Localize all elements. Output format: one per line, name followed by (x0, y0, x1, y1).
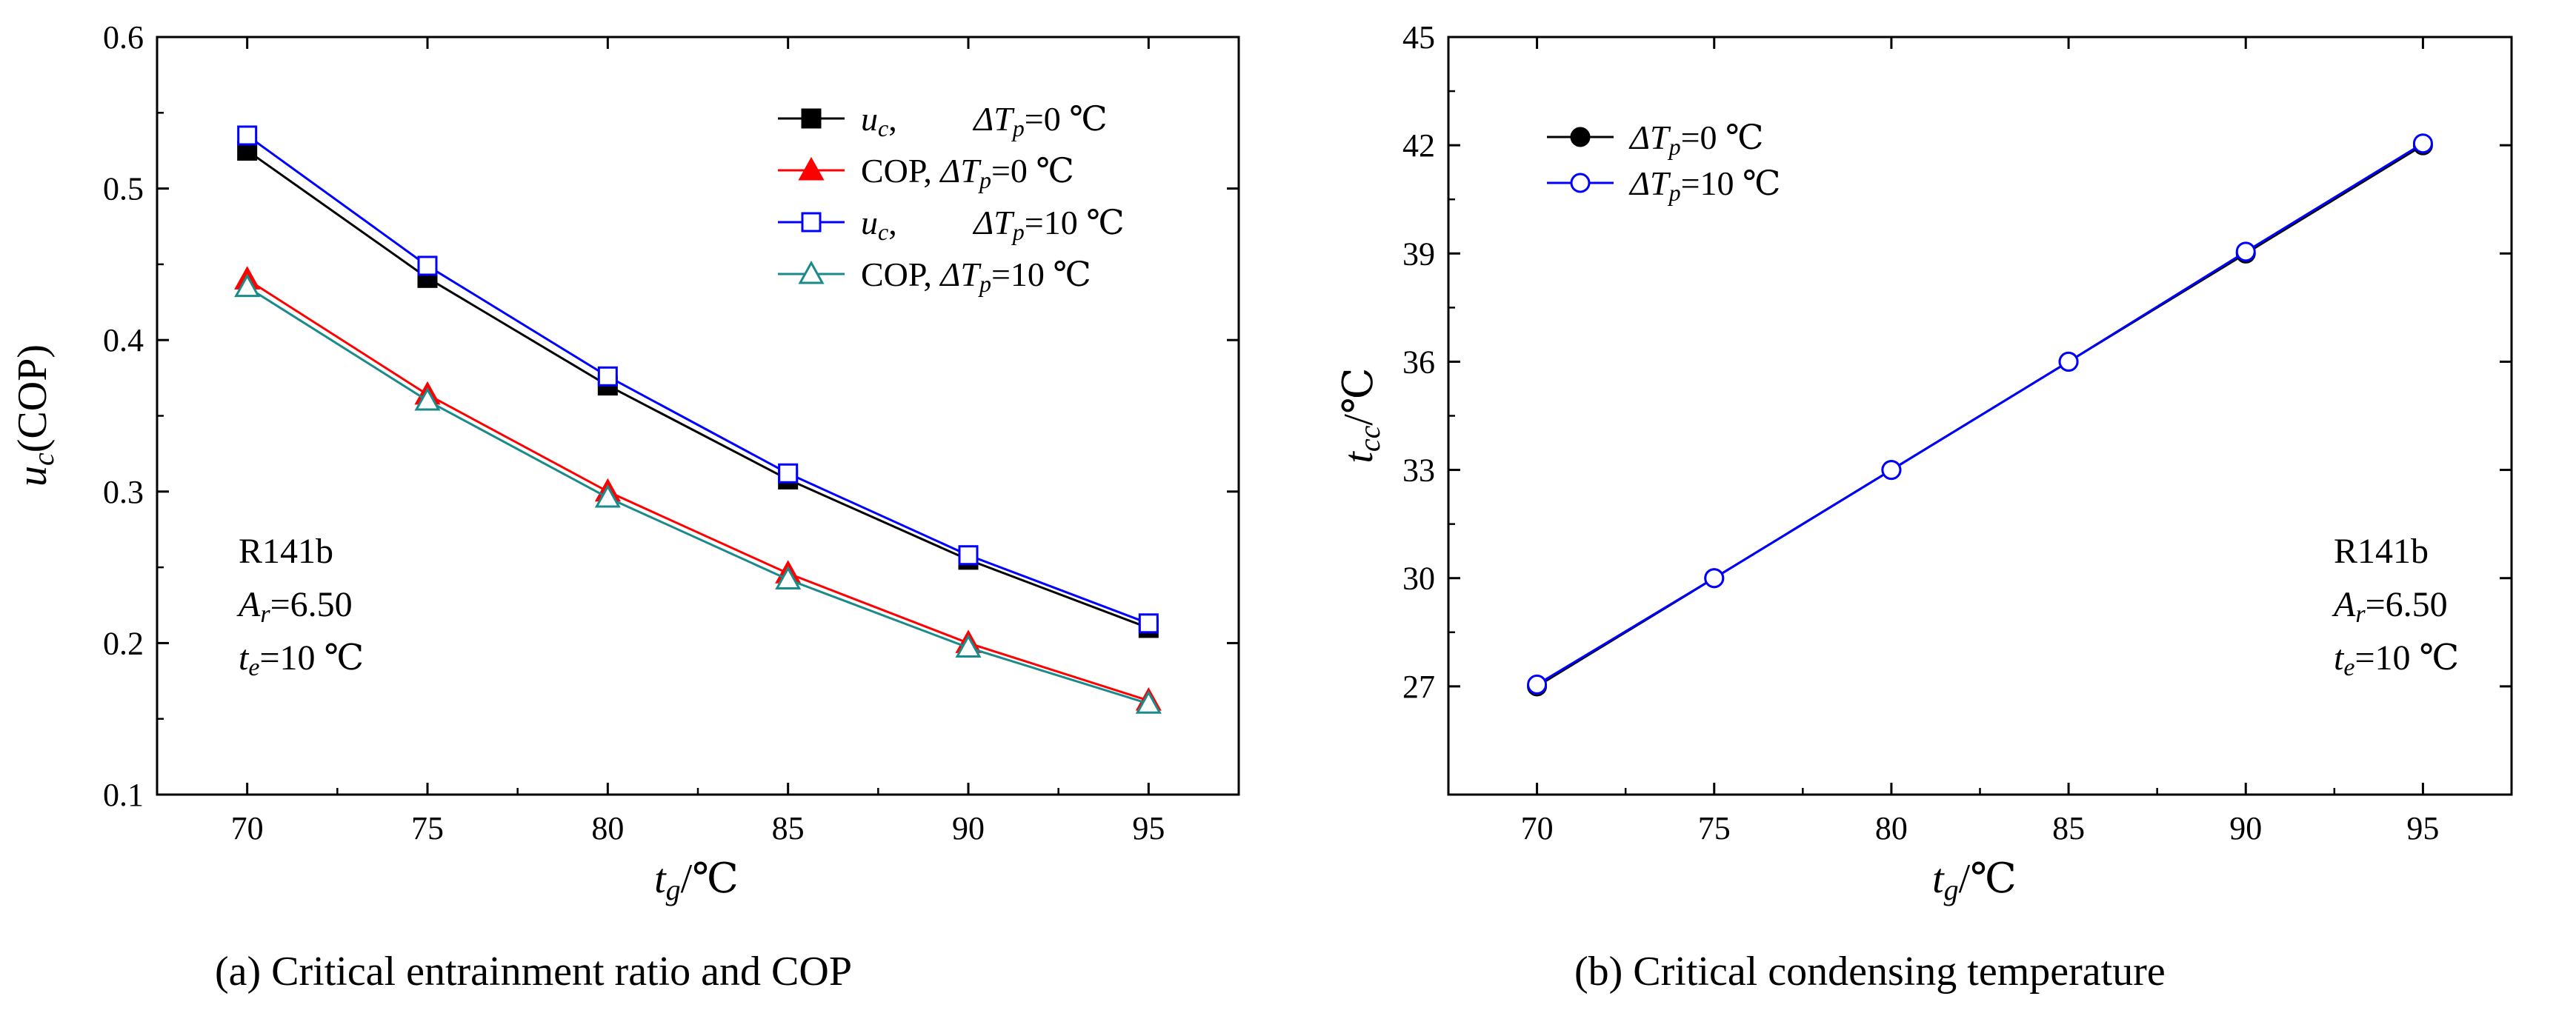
x-tick-label: 95 (2406, 810, 2439, 846)
x-tick-label: 70 (1521, 810, 1554, 846)
annotation-refrigerant: R141b (2334, 532, 2429, 571)
annotation: R141b Ar=6.50 te=10 ℃ (2332, 532, 2459, 681)
data-point (1881, 460, 1902, 481)
data-point (958, 545, 979, 566)
legend-label: uc, ΔTp=10 ℃ (861, 204, 1125, 245)
legend-marker (1570, 127, 1591, 147)
x-tick-label: 80 (1875, 810, 1908, 846)
data-point (237, 125, 258, 146)
y-tick-label: 45 (1402, 19, 1435, 56)
annotation-refrigerant: R141b (239, 532, 333, 571)
annotation-area-ratio: Ar=6.50 (2332, 585, 2448, 628)
y-tick-label: 33 (1402, 452, 1435, 489)
x-tick-label: 75 (1698, 810, 1731, 846)
series-line (1536, 142, 2424, 686)
annotation-evap-temp: te=10 ℃ (2334, 638, 2459, 681)
data-point (597, 366, 618, 387)
chart-panel-b: 70 75 80 85 90 95 27 30 33 36 39 42 45 ΔTp=0 ℃ΔTp=10 … (1336, 19, 2513, 995)
data-point (778, 463, 799, 484)
chart-panel-a: 70 75 80 85 90 95 0.1 0.2 0.3 0.4 0.5 0.6 uc, ΔTp=0 … (10, 19, 1240, 995)
x-tick-label: 90 (2229, 810, 2262, 846)
series-line (246, 278, 1149, 702)
legend-marker (801, 108, 822, 129)
y-tick-label: 30 (1402, 561, 1435, 597)
legend-label: COP, ΔTp=0 ℃ (861, 152, 1074, 193)
y-tick-label: 36 (1402, 344, 1435, 380)
y-tick-label: 0.5 (103, 171, 144, 207)
x-tick-label: 90 (952, 810, 985, 846)
series-2 (1527, 133, 2433, 695)
data-point (1138, 613, 1159, 634)
figure-caption: (b) Critical condensing temperature (1574, 949, 2166, 995)
legend-marker (798, 260, 825, 284)
annotation: R141b Ar=6.50 te=10 ℃ (236, 532, 364, 681)
data-point (1135, 690, 1162, 714)
annotation-evap-temp: te=10 ℃ (239, 638, 364, 681)
data-point (775, 566, 802, 589)
series-3 (237, 125, 1159, 634)
legend-marker (801, 212, 822, 233)
x-tick-label: 75 (411, 810, 444, 846)
data-point (2058, 351, 2079, 372)
data-point (414, 387, 441, 411)
data-point (1704, 568, 1725, 589)
y-tick-label: 42 (1402, 127, 1435, 164)
series-line (246, 134, 1149, 625)
legend-label: ΔTp=10 ℃ (1628, 164, 1781, 206)
y-tick-label: 0.3 (103, 474, 144, 510)
x-tick-label: 85 (772, 810, 805, 846)
series-line (246, 286, 1149, 705)
y-tick-label: 0.4 (103, 322, 144, 358)
y-axis-label: uc(COP) (10, 344, 60, 487)
series-2 (234, 266, 1162, 711)
x-tick-label: 80 (591, 810, 624, 846)
legend: uc, ΔTp=0 ℃ COP, ΔTp=0 ℃ uc, ΔTp=10 ℃ COP, … (778, 100, 1125, 297)
y-tick-label: 39 (1402, 235, 1435, 272)
annotation-area-ratio: Ar=6.50 (236, 585, 353, 628)
legend-marker (798, 156, 825, 181)
x-tick-label: 95 (1132, 810, 1165, 846)
data-point (234, 273, 261, 298)
x-axis-label: tg/℃ (1932, 856, 2017, 906)
y-tick-label: 0.1 (103, 777, 144, 813)
y-tick-label: 0.6 (103, 19, 144, 56)
x-tick-label: 70 (231, 810, 264, 846)
legend-label: ΔTp=0 ℃ (1628, 118, 1764, 160)
data-point (594, 484, 621, 508)
data-point (1527, 674, 1548, 695)
series-1 (237, 140, 1159, 638)
y-tick-label: 27 (1402, 669, 1435, 705)
y-axis-label: tcc/℃ (1336, 367, 1386, 463)
data-point (2412, 133, 2433, 154)
legend-label: COP, ΔTp=10 ℃ (861, 255, 1091, 297)
y-tick-label: 0.2 (103, 625, 144, 661)
data-point (417, 255, 438, 276)
legend-marker (1570, 173, 1591, 193)
data-point (2235, 241, 2256, 262)
figure-caption: (a) Critical entrainment ratio and COP (215, 949, 852, 995)
x-tick-label: 85 (2052, 810, 2085, 846)
series-line (246, 150, 1149, 629)
x-axis-label: tg/℃ (654, 856, 739, 906)
legend-label: uc, ΔTp=0 ℃ (861, 100, 1108, 141)
data-point (955, 634, 982, 658)
series-4 (234, 273, 1162, 714)
